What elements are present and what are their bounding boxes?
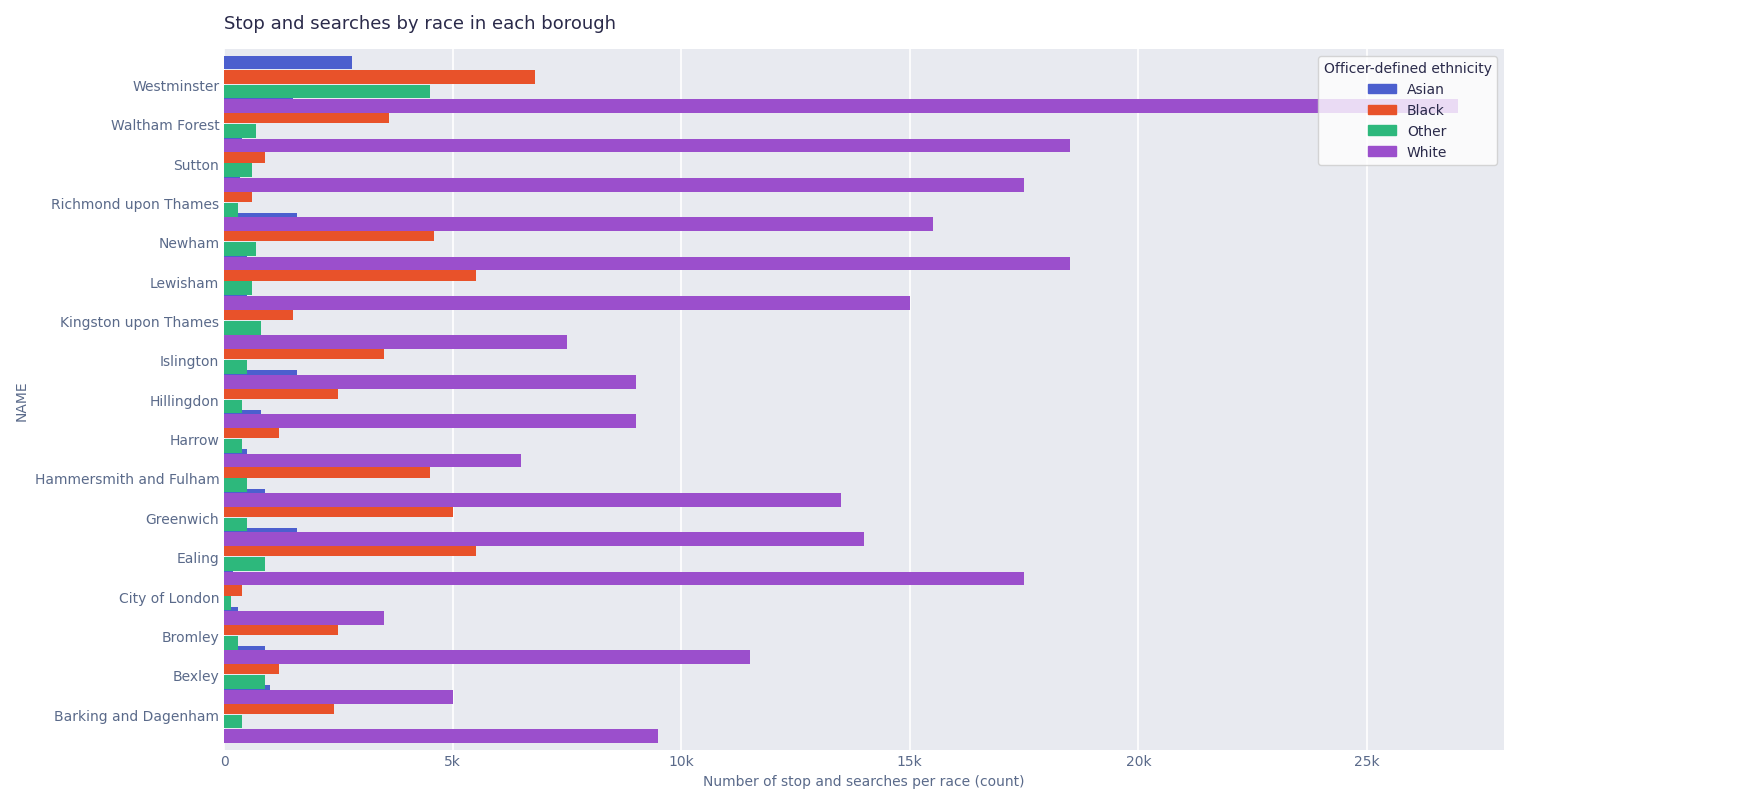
Bar	[223, 56, 353, 70]
Bar	[223, 228, 435, 242]
Bar	[223, 661, 279, 675]
Bar	[223, 400, 243, 414]
Bar	[223, 332, 246, 345]
Bar	[223, 258, 1070, 271]
Bar	[223, 607, 237, 621]
Bar	[223, 135, 243, 149]
Bar	[223, 189, 251, 202]
Bar	[223, 636, 237, 650]
Bar	[223, 729, 658, 743]
Text: Stop and searches by race in each borough: Stop and searches by race in each boroug…	[223, 15, 616, 33]
Bar	[223, 214, 297, 227]
Bar	[223, 700, 333, 714]
Bar	[223, 439, 243, 453]
Bar	[223, 493, 842, 507]
Bar	[223, 100, 1458, 114]
Bar	[223, 489, 265, 503]
Bar	[223, 650, 749, 664]
Bar	[223, 568, 234, 581]
Bar	[223, 140, 1070, 153]
Bar	[223, 371, 297, 385]
Bar	[223, 715, 243, 728]
Legend: Asian, Black, Other, White: Asian, Black, Other, White	[1318, 57, 1496, 165]
Bar	[223, 96, 293, 109]
Bar	[223, 582, 243, 596]
Bar	[223, 125, 257, 139]
Bar	[223, 336, 567, 350]
Bar	[223, 149, 265, 163]
Bar	[223, 253, 246, 267]
Bar	[223, 479, 246, 492]
Bar	[223, 454, 522, 467]
Bar	[223, 425, 279, 438]
Bar	[223, 375, 636, 389]
Bar	[223, 203, 237, 218]
Bar	[223, 450, 246, 463]
Bar	[223, 110, 389, 124]
Bar	[223, 675, 265, 689]
Bar	[223, 307, 293, 320]
Bar	[223, 218, 932, 232]
Bar	[223, 346, 384, 360]
Bar	[223, 503, 452, 517]
Bar	[223, 557, 265, 571]
Bar	[223, 86, 430, 100]
Bar	[223, 410, 260, 424]
Bar	[223, 611, 384, 625]
Bar	[223, 174, 241, 188]
Bar	[223, 71, 534, 85]
Bar	[223, 321, 260, 335]
Bar	[223, 179, 1025, 193]
Bar	[223, 532, 864, 546]
Bar	[223, 243, 257, 257]
Bar	[223, 622, 339, 635]
Bar	[223, 414, 636, 429]
Y-axis label: NAME: NAME	[16, 380, 30, 420]
Bar	[223, 361, 246, 374]
Bar	[223, 385, 339, 399]
Bar	[223, 296, 910, 311]
X-axis label: Number of stop and searches per race (count): Number of stop and searches per race (co…	[704, 774, 1025, 788]
Bar	[223, 528, 297, 542]
Bar	[223, 543, 475, 556]
Bar	[223, 597, 230, 610]
Bar	[223, 464, 430, 478]
Bar	[223, 686, 271, 699]
Bar	[223, 292, 246, 306]
Bar	[223, 164, 251, 178]
Bar	[223, 646, 265, 660]
Bar	[223, 282, 251, 296]
Bar	[223, 267, 475, 281]
Bar	[223, 690, 452, 703]
Bar	[223, 518, 246, 532]
Bar	[223, 572, 1025, 585]
